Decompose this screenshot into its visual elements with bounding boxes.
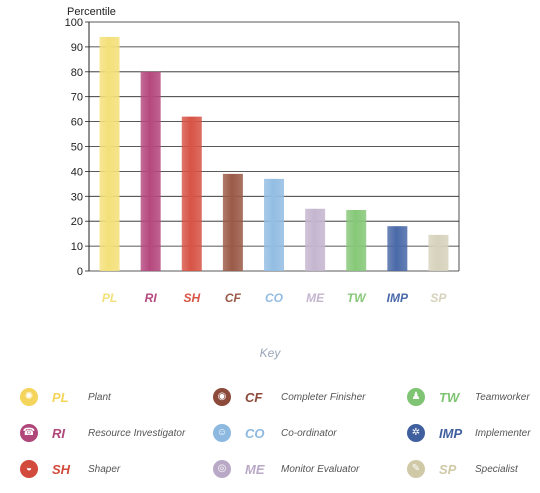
magnifier-icon: ◉ bbox=[213, 388, 231, 406]
x-tick-label: ME bbox=[306, 291, 325, 305]
x-tick-label: CO bbox=[265, 291, 284, 305]
key-name: Co-ordinator bbox=[281, 427, 337, 439]
y-tick-label: 80 bbox=[71, 67, 83, 79]
y-tick-label: 40 bbox=[71, 166, 83, 178]
y-tick-label: 20 bbox=[71, 216, 83, 228]
bar-me bbox=[305, 208, 326, 271]
lightbulb-icon: ✺ bbox=[20, 388, 38, 406]
y-tick-label: 60 bbox=[71, 117, 83, 129]
x-tick-label: TW bbox=[347, 291, 367, 305]
key-item-ri: ☎ RI Resource Investigator bbox=[20, 422, 185, 444]
key-code: RI bbox=[52, 425, 65, 441]
bar-imp bbox=[387, 226, 408, 271]
key-item-sp: ✎ SP Specialist bbox=[407, 458, 518, 480]
bar-co bbox=[264, 178, 284, 271]
key-code: ME bbox=[245, 461, 265, 477]
key-code: IMP bbox=[439, 425, 463, 441]
key-item-me: ◎ ME Monitor Evaluator bbox=[213, 458, 359, 480]
bar-sh bbox=[181, 116, 202, 272]
bar-tw bbox=[346, 209, 367, 271]
y-tick-label: 70 bbox=[71, 92, 83, 104]
key-item-imp: ✲ IMP Implementer bbox=[407, 422, 531, 444]
key-item-tw: ♟ TW Teamworker bbox=[407, 386, 530, 408]
key-code: SP bbox=[439, 461, 457, 477]
key-item-cf: ◉ CF Completer Finisher bbox=[213, 386, 365, 408]
x-tick-label: CF bbox=[225, 291, 242, 305]
bar-cf bbox=[222, 173, 243, 271]
x-tick-label: PL bbox=[102, 291, 117, 305]
tool-icon: ✎ bbox=[407, 460, 425, 478]
ball-icon: ◒ bbox=[20, 460, 38, 478]
key-code: CO bbox=[245, 425, 265, 441]
y-tick-label: 100 bbox=[65, 17, 83, 29]
people-icon: ♟ bbox=[407, 388, 425, 406]
gear-icon: ✲ bbox=[407, 424, 425, 442]
x-tick-label: RI bbox=[145, 291, 158, 305]
key-name: Specialist bbox=[475, 463, 518, 475]
key-name: Implementer bbox=[475, 427, 531, 439]
y-tick-label: 0 bbox=[77, 266, 83, 278]
key-name: Completer Finisher bbox=[281, 391, 366, 403]
axes: 0 10 20 30 40 50 60 70 80 90 100 PL RI SH CF CO ME TW IMP S… bbox=[65, 17, 460, 305]
x-tick-label: SP bbox=[430, 291, 447, 305]
bar-chart: 0 10 20 30 40 50 60 70 80 90 100 PL RI SH CF CO ME TW IMP S… bbox=[65, 6, 460, 305]
phone-icon: ☎ bbox=[20, 424, 38, 442]
key-item-pl: ✺ PL Plant bbox=[20, 386, 111, 408]
x-tick-label: SH bbox=[183, 291, 200, 305]
key-item-co: ☺ CO Co-ordinator bbox=[213, 422, 337, 444]
y-axis-label: Percentile bbox=[67, 6, 116, 18]
bars bbox=[99, 36, 449, 272]
person-icon: ☺ bbox=[213, 424, 231, 442]
bar-pl bbox=[99, 36, 120, 271]
key-item-sh: ◒ SH Shaper bbox=[20, 458, 120, 480]
bar-ri bbox=[140, 71, 161, 271]
bar-sp bbox=[428, 234, 449, 271]
key-code: TW bbox=[439, 389, 460, 405]
key-title: Key bbox=[259, 346, 281, 360]
y-tick-label: 30 bbox=[71, 191, 83, 203]
key-name: Shaper bbox=[88, 463, 121, 475]
x-tick-label: IMP bbox=[387, 291, 409, 305]
key-code: PL bbox=[52, 389, 69, 405]
y-tick-label: 10 bbox=[71, 241, 83, 253]
key-code: SH bbox=[52, 461, 71, 477]
eye-icon: ◎ bbox=[213, 460, 231, 478]
key-name: Plant bbox=[88, 391, 111, 403]
key-code: CF bbox=[245, 389, 263, 405]
key-name: Resource Investigator bbox=[88, 427, 186, 439]
y-tick-label: 90 bbox=[71, 42, 83, 54]
key-name: Monitor Evaluator bbox=[281, 463, 360, 475]
key-name: Teamworker bbox=[475, 391, 530, 403]
y-tick-label: 50 bbox=[71, 142, 83, 154]
